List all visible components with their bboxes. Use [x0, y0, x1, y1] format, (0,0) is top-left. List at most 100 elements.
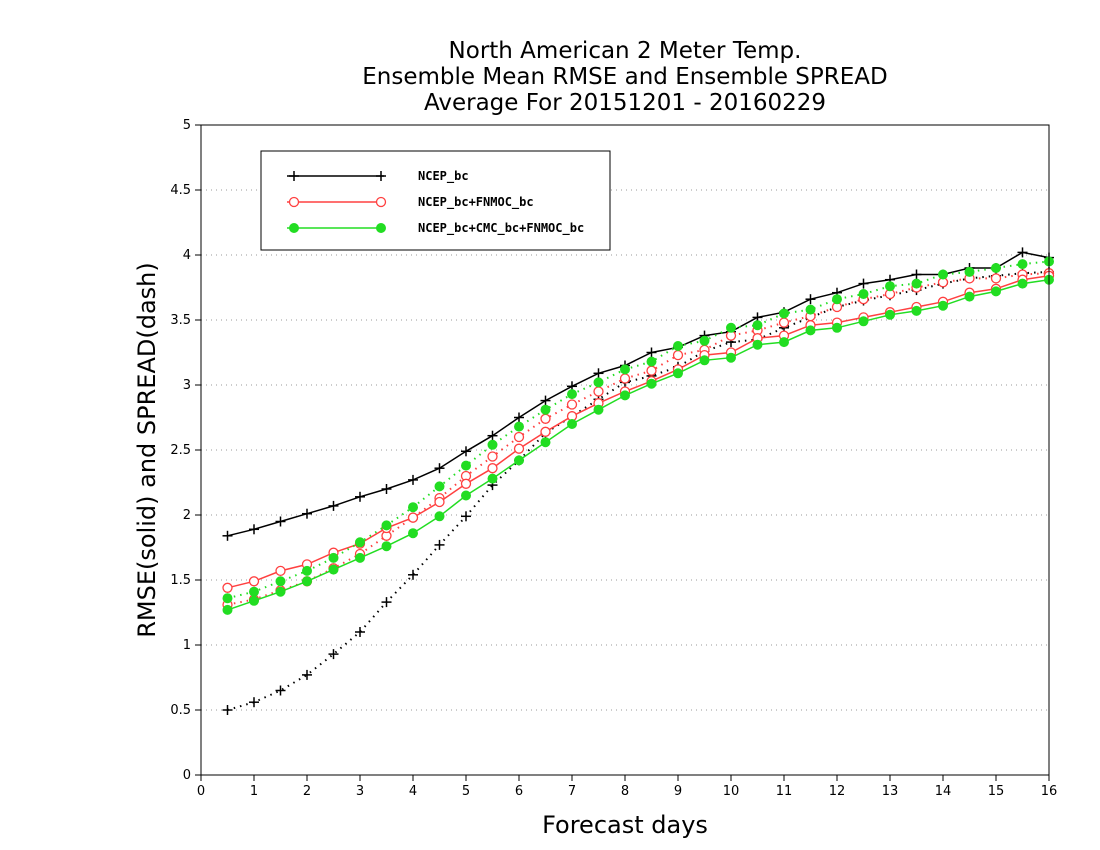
ncep-bc-cmc-bc-fnmoc-bc-spread-point	[779, 308, 789, 319]
ncep-bc-fnmoc-bc-spread-point	[778, 317, 790, 328]
y-tick-label: 1	[183, 638, 191, 653]
legend-marker-ncep-bc	[376, 171, 386, 181]
x-tick-label: 1	[250, 784, 258, 799]
ncep-bc-cmc-bc-fnmoc-bc-rmse-point	[222, 604, 233, 615]
series-lines	[222, 247, 1055, 715]
ncep-bc-fnmoc-bc-spread-point	[990, 273, 1002, 284]
ncep-bc-cmc-bc-fnmoc-bc-spread-point	[408, 502, 418, 513]
ncep-bc-rmse-point	[249, 524, 259, 535]
ncep-bc-spread-point	[355, 627, 365, 637]
ncep-bc-cmc-bc-fnmoc-bc-spread-point	[752, 320, 763, 331]
ncep-bc-cmc-bc-fnmoc-bc-rmse-point	[646, 378, 657, 389]
ncep-bc-cmc-bc-fnmoc-bc-rmse-line	[227, 278, 1050, 611]
ncep-bc-rmse-point	[461, 446, 471, 457]
ncep-bc-cmc-bc-fnmoc-bc-spread-point	[328, 552, 339, 563]
ncep-bc-cmc-bc-fnmoc-bc-rmse-point	[434, 511, 445, 522]
ncep-bc-fnmoc-bc-rmse-point	[460, 478, 472, 489]
ncep-bc-cmc-bc-fnmoc-bc-spread-point	[461, 460, 471, 471]
ncep-bc-rmse-point	[805, 294, 816, 305]
axis-ticks: 00.511.522.533.544.550 1 2 3 4 5 6 7 8 9 10 11 12 13 1…	[170, 118, 1057, 799]
ncep-bc-cmc-bc-fnmoc-bc-rmse-point	[858, 316, 869, 327]
legend-marker-ncep-bc-cmc-bc-fnmoc-bc	[376, 223, 386, 233]
legend-label-ncep-bc-fnmoc-bc: NCEP_bc+FNMOC_bc	[418, 195, 534, 210]
ncep-bc-cmc-bc-fnmoc-bc-rmse-point	[593, 404, 604, 415]
ncep-bc-rmse-point	[275, 516, 286, 527]
ncep-bc-cmc-bc-fnmoc-bc-spread-point	[381, 520, 392, 531]
legend-marker-ncep-bc	[289, 171, 299, 181]
legend-marker-ncep-bc-fnmoc-bc	[375, 196, 387, 208]
x-tick-label: 9	[674, 784, 682, 799]
y-tick-label: 0.5	[170, 703, 191, 718]
ncep-bc-fnmoc-bc-spread-line	[227, 272, 1050, 606]
ncep-bc-rmse-point	[540, 395, 551, 406]
ncep-bc-cmc-bc-fnmoc-bc-rmse-point	[328, 564, 339, 575]
ncep-bc-spread-point	[328, 649, 339, 660]
x-tick-label: 5	[462, 784, 470, 799]
ncep-bc-cmc-bc-fnmoc-bc-rmse-point	[249, 595, 259, 606]
ncep-bc-rmse-point	[408, 474, 418, 485]
ncep-bc-cmc-bc-fnmoc-bc-rmse-point	[1017, 278, 1028, 289]
ncep-bc-cmc-bc-fnmoc-bc-spread-point	[699, 335, 710, 346]
legend-box	[260, 150, 611, 251]
ncep-bc-cmc-bc-fnmoc-bc-rmse-point	[408, 528, 418, 539]
ncep-bc-cmc-bc-fnmoc-bc-spread-point	[222, 593, 233, 604]
ncep-bc-fnmoc-bc-spread-point	[619, 373, 631, 384]
ncep-bc-cmc-bc-fnmoc-bc-rmse-point	[275, 586, 286, 597]
x-tick-label: 15	[988, 784, 1005, 799]
x-tick-label: 6	[515, 784, 523, 799]
ncep-bc-cmc-bc-fnmoc-bc-rmse-point	[673, 368, 683, 379]
ncep-bc-spread-point	[222, 705, 233, 715]
x-tick-label: 0	[197, 784, 205, 799]
ncep-bc-fnmoc-bc-rmse-point	[275, 565, 286, 577]
ncep-bc-cmc-bc-fnmoc-bc-rmse-point	[991, 286, 1001, 297]
ncep-bc-cmc-bc-fnmoc-bc-spread-point	[514, 421, 524, 432]
y-tick-label: 4.5	[170, 183, 191, 198]
y-tick-label: 4	[183, 248, 191, 263]
ncep-bc-cmc-bc-fnmoc-bc-spread-point	[620, 364, 630, 375]
ncep-bc-cmc-bc-fnmoc-bc-spread-point	[673, 341, 683, 351]
legend: NCEP_bc NCEP_bc+FNMOC_bc NCEP_bc+CMC_bc+FN…	[260, 150, 611, 251]
ncep-bc-cmc-bc-fnmoc-bc-spread-point	[487, 439, 498, 450]
ncep-bc-fnmoc-bc-spread-point	[513, 431, 525, 443]
ncep-bc-cmc-bc-fnmoc-bc-rmse-point	[726, 352, 736, 363]
ncep-bc-cmc-bc-fnmoc-bc-spread-line	[227, 260, 1050, 600]
ncep-bc-fnmoc-bc-rmse-point	[487, 463, 498, 474]
x-tick-label: 13	[882, 784, 899, 799]
ncep-bc-cmc-bc-fnmoc-bc-rmse-point	[938, 300, 948, 311]
ncep-bc-fnmoc-bc-rmse-point	[434, 496, 445, 508]
ncep-bc-cmc-bc-fnmoc-bc-rmse-point	[355, 552, 365, 563]
ncep-bc-fnmoc-bc-rmse-point	[540, 426, 551, 437]
x-tick-label: 2	[303, 784, 311, 799]
ncep-bc-cmc-bc-fnmoc-bc-spread-point	[434, 481, 445, 492]
ncep-bc-spread-point	[302, 669, 312, 680]
ncep-bc-cmc-bc-fnmoc-bc-rmse-point	[461, 490, 471, 501]
y-tick-label: 1.5	[170, 573, 191, 588]
y-tick-label: 3.5	[170, 313, 191, 328]
x-tick-label: 10	[723, 784, 740, 799]
ncep-bc-cmc-bc-fnmoc-bc-spread-point	[832, 294, 842, 305]
ncep-bc-fnmoc-bc-spread-point	[487, 451, 498, 462]
ncep-bc-cmc-bc-fnmoc-bc-rmse-point	[540, 437, 551, 448]
x-tick-label: 14	[935, 784, 952, 799]
ncep-bc-cmc-bc-fnmoc-bc-rmse-point	[567, 419, 577, 429]
y-tick-label: 0	[183, 768, 191, 783]
ncep-bc-cmc-bc-fnmoc-bc-spread-point	[885, 281, 895, 292]
legend-marker-ncep-bc-cmc-bc-fnmoc-bc	[289, 223, 299, 233]
x-tick-label: 11	[776, 784, 793, 799]
ncep-bc-rmse-point	[911, 269, 922, 280]
ncep-bc-cmc-bc-fnmoc-bc-rmse-point	[885, 309, 895, 320]
ncep-bc-spread-point	[434, 539, 445, 550]
ncep-bc-fnmoc-bc-spread-point	[566, 399, 578, 410]
ncep-bc-fnmoc-bc-spread-point	[672, 349, 684, 361]
legend-label-ncep-bc: NCEP_bc	[418, 169, 469, 184]
x-tick-label: 7	[568, 784, 576, 799]
ncep-bc-cmc-bc-fnmoc-bc-spread-point	[646, 356, 657, 367]
ncep-bc-cmc-bc-fnmoc-bc-rmse-point	[779, 337, 789, 348]
ncep-bc-fnmoc-bc-rmse-point	[248, 576, 260, 587]
ncep-bc-spread-point	[249, 697, 259, 708]
ncep-bc-cmc-bc-fnmoc-bc-spread-point	[540, 404, 551, 415]
y-tick-label: 3	[183, 378, 191, 393]
ncep-bc-rmse-point	[514, 412, 524, 423]
ncep-bc-fnmoc-bc-rmse-line	[227, 275, 1050, 589]
